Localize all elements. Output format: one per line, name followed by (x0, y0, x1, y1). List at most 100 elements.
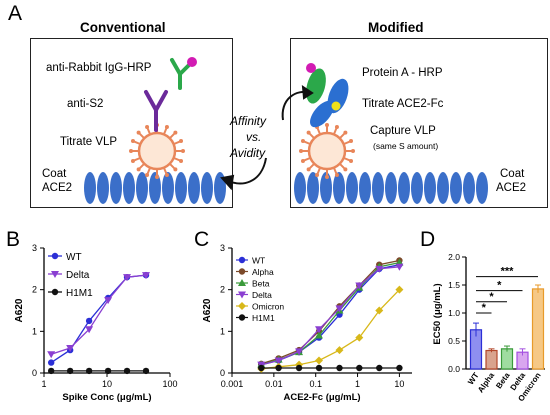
x-tick-label: 1 (355, 379, 360, 389)
spike-tip-icon (300, 158, 305, 163)
ace2-oval-icon (84, 172, 96, 204)
bar (500, 348, 514, 370)
spike-tip-icon (181, 149, 185, 153)
data-point (85, 326, 94, 334)
y-tick-label: 1 (32, 326, 37, 336)
data-point (85, 317, 93, 325)
vlp-body-icon (137, 131, 177, 171)
data-point (104, 367, 112, 375)
modified-title: Modified (368, 20, 424, 35)
series-line (261, 266, 400, 366)
spike-tip-icon (334, 124, 339, 129)
data-point (295, 364, 303, 372)
coat-label-conv: Coat (42, 168, 67, 180)
y-tick-label: 3 (220, 243, 225, 253)
legend-marker (238, 302, 246, 310)
spike-tip-icon (129, 149, 133, 153)
x-tick-label: 0.001 (221, 379, 244, 389)
ace2-oval-icon (162, 172, 174, 204)
spike-tip-icon (334, 173, 339, 178)
data-point (66, 367, 74, 375)
ace2-oval-icon (450, 172, 462, 204)
significance-label: * (482, 302, 487, 314)
spike-tip-icon (145, 124, 150, 129)
spike-tip-icon (179, 158, 184, 163)
data-point (336, 364, 343, 372)
hrp-dot-modified-icon (306, 63, 316, 73)
ace2-row-conventional (84, 172, 226, 204)
data-point (375, 306, 384, 315)
data-point (47, 367, 55, 375)
series-line (50, 274, 147, 355)
ace2-oval-icon (385, 172, 397, 204)
data-point (315, 326, 324, 334)
legend-label: WT (252, 256, 265, 266)
y-tick-label: 1.5 (448, 280, 460, 290)
data-point (395, 285, 404, 294)
spike-tip-icon (136, 167, 141, 172)
exchange-arrows-icon (220, 85, 314, 191)
data-point (315, 364, 323, 372)
data-point (315, 356, 324, 365)
spike-tip-icon (343, 130, 348, 135)
spike-tip-icon (306, 167, 311, 172)
ace2-label-mod: ACE2 (496, 182, 527, 194)
spike-tip-icon (343, 167, 348, 172)
protein-a-icon (306, 68, 326, 104)
legend-label: Omicron (252, 302, 284, 312)
data-point (66, 345, 75, 352)
fc-dot-icon (331, 101, 341, 111)
affinity-label: Affinity (230, 114, 267, 128)
x-tick-label: Alpha (476, 371, 496, 395)
panel-c-letter: C (194, 228, 210, 251)
legend-label: Delta (252, 290, 272, 300)
vlp-icon-conventional (129, 123, 185, 179)
data-point (275, 364, 282, 372)
titrate-vlp-label: Titrate VLP (60, 136, 118, 148)
ace2-oval-icon (398, 172, 410, 204)
ace2-oval-icon (424, 172, 436, 204)
data-point (123, 367, 131, 375)
panel-b-letter: B (6, 228, 21, 251)
ace2fc-icon-b (310, 100, 334, 128)
legend-label: H1M1 (252, 313, 275, 323)
ace2-oval-icon (411, 172, 423, 204)
avidity-label: Avidity (230, 146, 266, 160)
spike-tip-icon (351, 149, 355, 153)
spike-tip-icon (164, 124, 169, 129)
protein-a-label: Protein A - HRP (362, 67, 443, 79)
data-point (142, 367, 150, 375)
ace2-oval-icon (97, 172, 109, 204)
coat-label-mod: Coat (500, 168, 525, 180)
spike-tip-icon (173, 130, 178, 135)
x-tick-label: 1 (41, 379, 46, 389)
data-point (47, 359, 55, 366)
y-tick-label: 0 (32, 368, 37, 378)
y-axis-label: A620 (14, 298, 25, 322)
ace2-oval-icon (136, 172, 148, 204)
significance-label: * (489, 291, 494, 303)
spike-tip-icon (315, 173, 320, 178)
titrate-ace2fc-label: Titrate ACE2-Fc (362, 98, 444, 110)
vlp-icon-modified (299, 123, 355, 179)
ace2-oval-icon (333, 172, 345, 204)
ace2-label-conv: ACE2 (42, 182, 73, 194)
spike-tip-icon (325, 175, 329, 179)
x-tick-label: 100 (162, 379, 177, 389)
anti-s2-label: anti-S2 (67, 98, 104, 110)
x-tick-label: 0.1 (309, 379, 322, 389)
ace2-oval-icon (123, 172, 135, 204)
ace2-row-modified (294, 172, 488, 204)
ace2-oval-icon (188, 172, 200, 204)
y-tick-label: 1.0 (448, 308, 460, 318)
y-tick-label: 0.0 (448, 364, 460, 374)
data-point (335, 305, 344, 313)
vs-label: vs. (246, 130, 262, 144)
spike-tip-icon (325, 123, 329, 127)
spike-tip-icon (155, 175, 159, 179)
panel-a-letter: A (8, 2, 23, 25)
bar (531, 288, 545, 370)
hrp-dot-icon (187, 57, 197, 67)
